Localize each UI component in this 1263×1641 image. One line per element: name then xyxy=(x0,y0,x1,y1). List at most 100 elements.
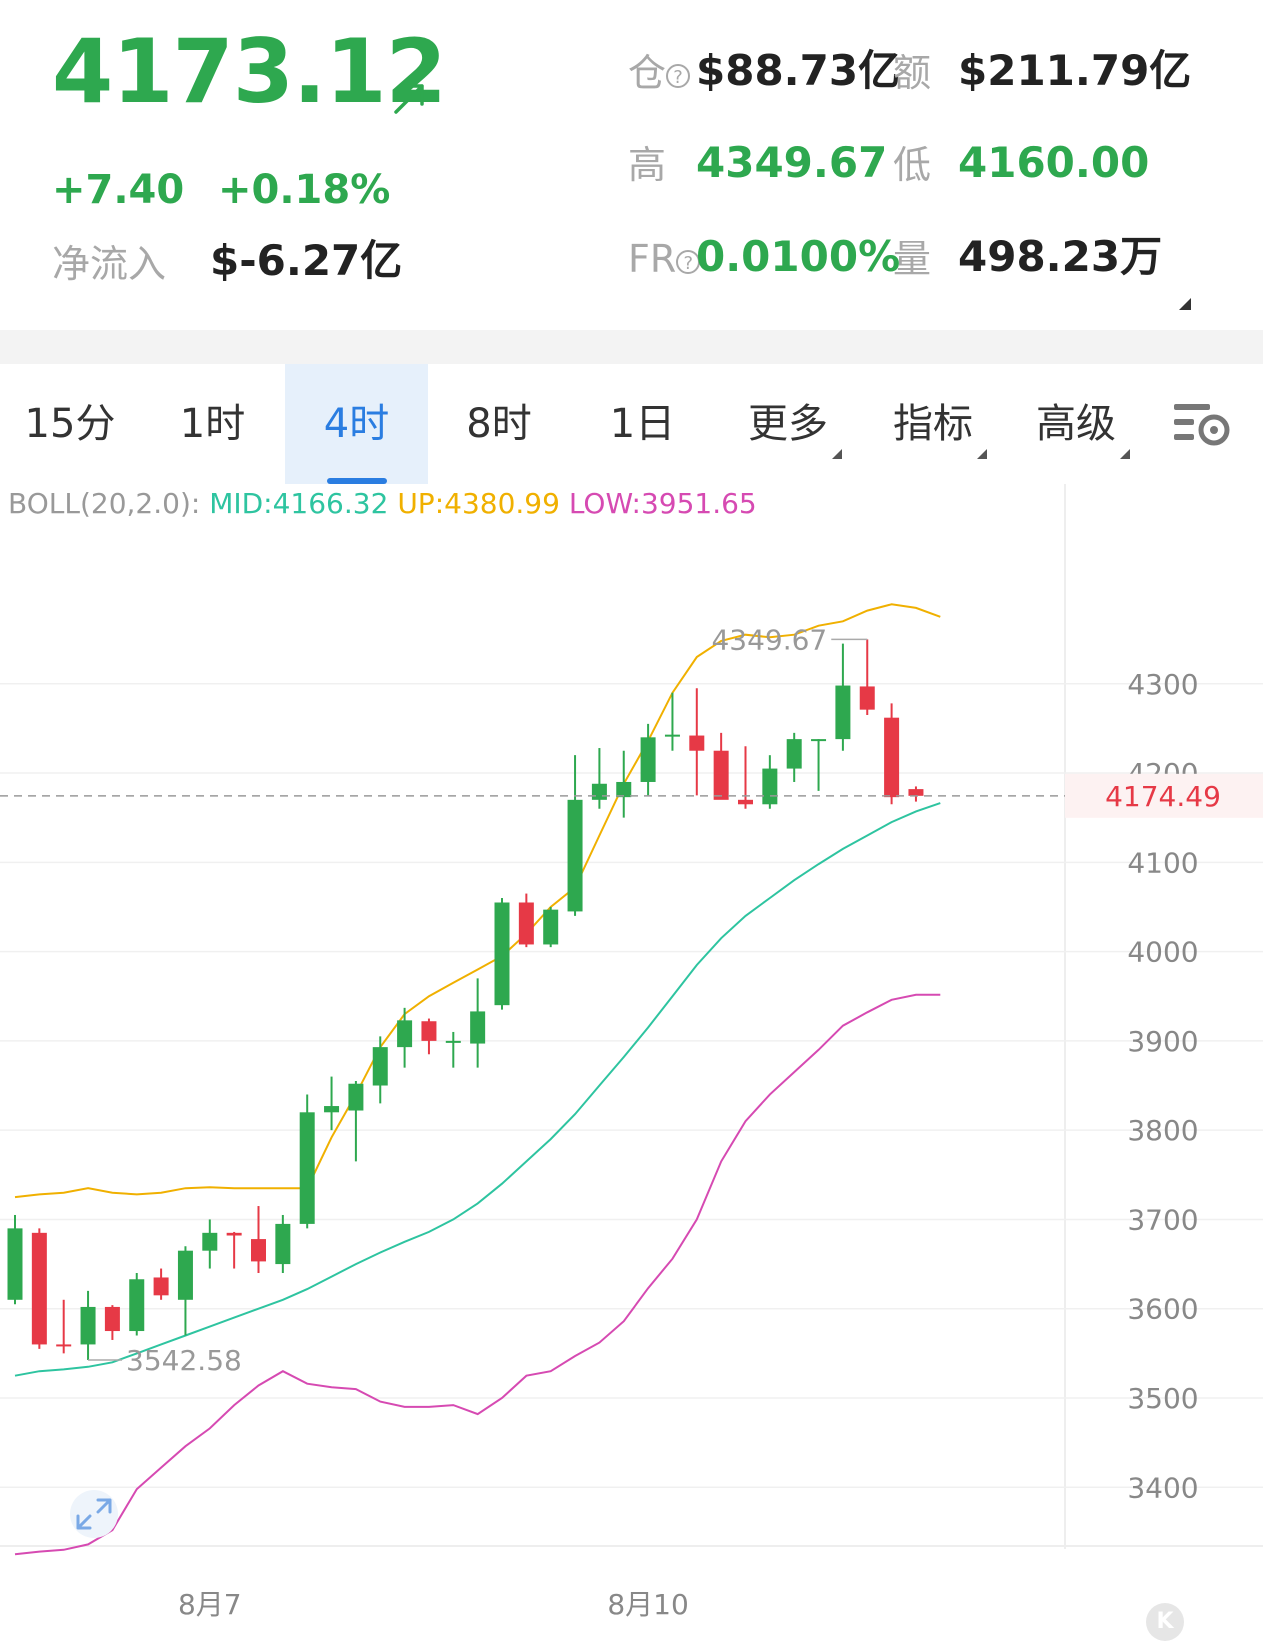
high-value: 4349.67 xyxy=(696,138,888,187)
y-tick-label: 3400 xyxy=(1127,1471,1198,1504)
candle-body xyxy=(177,1250,193,1300)
last-price-tag xyxy=(1065,773,1263,818)
candle-body xyxy=(908,789,924,796)
help-icon[interactable]: ? xyxy=(676,249,701,274)
y-tick-label: 3500 xyxy=(1127,1382,1198,1415)
dropdown-icon xyxy=(977,449,987,459)
collapse-button[interactable]: K xyxy=(1146,1603,1184,1641)
candle-body xyxy=(738,799,753,805)
candle xyxy=(80,1290,96,1360)
candle xyxy=(31,1228,47,1349)
tab-indicators[interactable]: 指标 xyxy=(875,364,1005,484)
tab-8h[interactable]: 8时 xyxy=(466,401,532,447)
help-icon[interactable]: ? xyxy=(666,63,691,88)
candle xyxy=(884,703,900,805)
candle xyxy=(518,893,534,948)
candle-body xyxy=(567,799,583,912)
candle-body xyxy=(543,909,559,945)
candle-body xyxy=(299,1112,315,1224)
tab-1h[interactable]: 1时 xyxy=(179,401,246,447)
candle-body xyxy=(275,1223,291,1265)
candle xyxy=(129,1273,145,1336)
candle-body xyxy=(129,1279,145,1332)
boll-low: LOW:3951.65 xyxy=(568,487,757,520)
tab-15m[interactable]: 15分 xyxy=(24,401,116,447)
last-price: 4173.12 xyxy=(52,20,447,123)
low-value: 4160.00 xyxy=(958,138,1150,187)
price-change-percent: +0.18% xyxy=(218,167,391,213)
candle-body xyxy=(786,739,802,769)
candle-body xyxy=(153,1277,169,1296)
candle-body xyxy=(689,735,705,751)
candle-body xyxy=(56,1344,72,1347)
x-tick-label: 8月10 xyxy=(607,1588,688,1621)
candle xyxy=(543,906,559,948)
candle xyxy=(494,898,510,1010)
y-tick-label: 3800 xyxy=(1127,1114,1198,1147)
candle xyxy=(397,1007,413,1068)
open-interest-label: 仓? xyxy=(628,54,691,92)
y-tick-label: 4000 xyxy=(1127,936,1198,969)
candle-body xyxy=(518,902,534,945)
y-tick-label: 3700 xyxy=(1127,1203,1198,1236)
candle-body xyxy=(591,783,607,800)
funding-rate-value: 0.0100% xyxy=(696,232,901,281)
candle-body xyxy=(80,1306,96,1345)
y-tick-label: 3600 xyxy=(1127,1293,1198,1326)
y-tick-label: 4300 xyxy=(1127,668,1198,701)
candle xyxy=(738,746,753,809)
y-tick-label: 4100 xyxy=(1127,846,1198,879)
tab-4h[interactable]: 4时 xyxy=(285,364,428,484)
candle-body xyxy=(251,1239,266,1262)
volume-value: 498.23万 xyxy=(958,232,1163,281)
turnover-label: 额 xyxy=(893,51,932,95)
candle xyxy=(908,786,924,802)
chart-settings-icon[interactable] xyxy=(1172,400,1232,450)
candle-body xyxy=(372,1047,388,1086)
timeframe-tabs: 15分 1时 4时 8时 1日 更多 指标 高级 xyxy=(0,364,1263,484)
candle xyxy=(177,1246,193,1336)
tab-advanced[interactable]: 高级 xyxy=(1018,364,1148,484)
candle-body xyxy=(445,1040,461,1043)
candle xyxy=(835,643,851,751)
candle-body xyxy=(31,1232,47,1345)
candle-body xyxy=(664,734,680,737)
candles xyxy=(7,639,924,1360)
tab-1d[interactable]: 1日 xyxy=(609,401,676,447)
x-tick-label: 8月7 xyxy=(178,1588,242,1621)
net-inflow-label: 净流入 xyxy=(52,242,167,286)
expand-stats-icon[interactable] xyxy=(1179,298,1191,310)
active-tab-indicator xyxy=(326,478,387,484)
boll-upper-line xyxy=(14,603,941,1199)
candlestick-chart[interactable]: 4300420041004000390038003700360035003400… xyxy=(0,484,1263,1637)
high-label: 高 xyxy=(628,143,667,187)
funding-rate-label: FR? xyxy=(628,240,701,278)
candle-body xyxy=(104,1306,120,1332)
fullscreen-icon[interactable] xyxy=(70,1490,118,1538)
candle xyxy=(324,1076,340,1131)
boll-legend: BOLL(20,2.0): MID:4166.32 UP:4380.99 LOW… xyxy=(8,490,757,518)
candle-body xyxy=(421,1021,437,1041)
candle xyxy=(104,1305,120,1340)
candle-body xyxy=(713,750,729,800)
candle xyxy=(762,755,778,809)
candle-body xyxy=(202,1232,218,1251)
y-tick-label: 3900 xyxy=(1127,1025,1198,1058)
min-price-label: 3542.58 xyxy=(126,1344,242,1377)
candle xyxy=(275,1214,291,1274)
open-interest-value: $88.73亿 xyxy=(696,46,901,95)
candle xyxy=(202,1219,218,1269)
candle xyxy=(7,1214,23,1305)
dropdown-icon xyxy=(1120,449,1130,459)
candle xyxy=(470,978,486,1068)
candle xyxy=(299,1094,315,1229)
candle-body xyxy=(835,685,851,740)
boll-lower-line xyxy=(14,993,941,1556)
candle xyxy=(226,1231,242,1269)
candle xyxy=(689,688,705,796)
tab-more[interactable]: 更多 xyxy=(730,364,860,484)
candle xyxy=(153,1268,169,1300)
boll-up: UP:4380.99 xyxy=(397,487,560,520)
candle xyxy=(859,639,875,716)
candle-body xyxy=(324,1106,340,1113)
